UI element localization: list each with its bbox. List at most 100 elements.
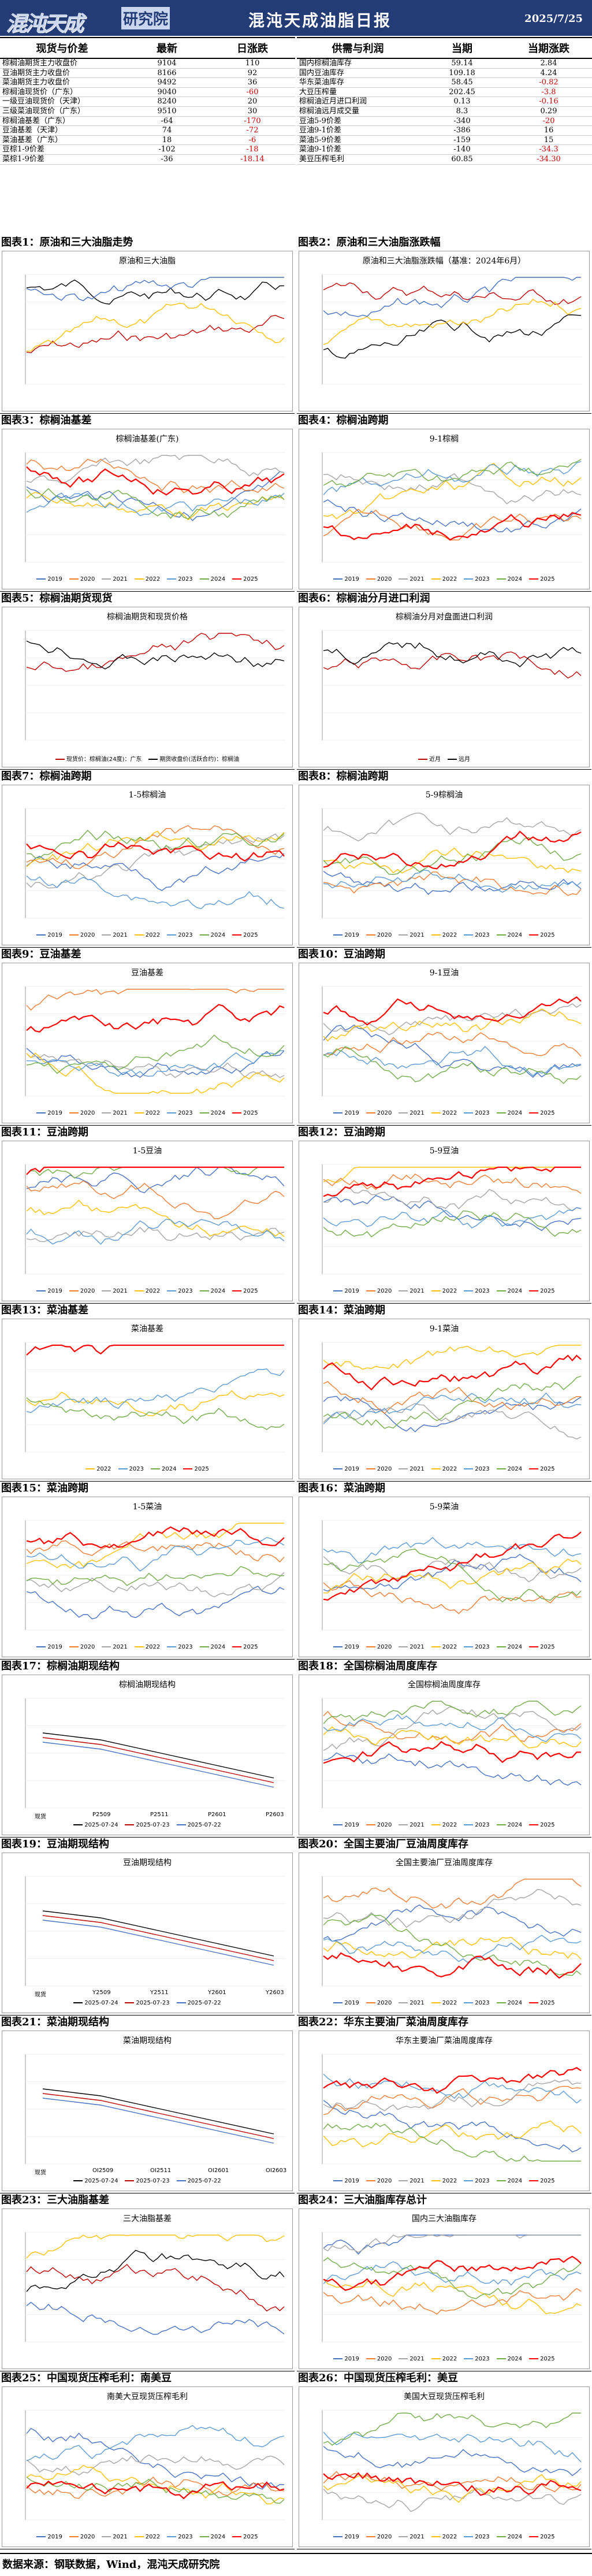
series-line (323, 2067, 582, 2094)
legend-swatch (366, 1824, 375, 1825)
legend-swatch (176, 1824, 186, 1825)
x-tick-label: 现货 (35, 2170, 46, 2176)
legend-swatch (134, 578, 144, 580)
spot-cell-latest: -64 (124, 116, 210, 127)
series-line (26, 875, 285, 910)
series-line (323, 1166, 581, 1197)
legend-text: 2020 (377, 576, 392, 582)
legend-swatch (134, 1290, 144, 1291)
legend-text: 2024 (507, 1822, 523, 1828)
series-line (323, 1913, 582, 1976)
series-line (323, 1210, 582, 1238)
legend-swatch (69, 1112, 79, 1113)
supply-row: 豆油9-1价差 -386 16 (297, 125, 592, 136)
series-line (323, 2234, 581, 2253)
series-line (26, 277, 284, 302)
chart-legend: 2019 2020 2021 2022 2023 2024 2025 (299, 2356, 589, 2362)
legend-swatch (333, 2358, 343, 2359)
legend-swatch (36, 1646, 46, 1647)
legend-item: 2024 (496, 576, 522, 582)
series-line (323, 871, 582, 896)
legend-item: 2025 (529, 2000, 555, 2006)
series-line (323, 1558, 582, 1594)
chart-area: 5-9豆油 2019 2020 2021 2022 2023 2024 2025 (299, 1141, 590, 1301)
legend-text: 2022 (442, 1466, 457, 1472)
legend-swatch (232, 578, 242, 580)
legend-text: 2025-07-23 (136, 2000, 170, 2006)
legend-item: 2019 (333, 1110, 359, 1116)
chart-legend: 2019 2020 2021 2022 2023 2024 2025 (2, 1110, 292, 1116)
series-line (323, 314, 582, 359)
legend-text: 2025 (243, 1288, 258, 1294)
legend-item: 2025 (529, 1110, 555, 1116)
legend-swatch (431, 2536, 441, 2537)
legend-item: 远月 (448, 754, 470, 763)
legend-swatch (134, 934, 144, 936)
supply-row: 美豆压榨毛利 60.85 -34.30 (297, 154, 592, 165)
legend-swatch (199, 2536, 209, 2537)
legend-text: 2025 (540, 932, 555, 938)
series-line (26, 1397, 285, 1430)
legend-text: 2024 (507, 2534, 523, 2540)
legend-text: 2020 (80, 1644, 95, 1650)
chart-svg (322, 274, 582, 385)
figure-panel: 图表15：菜油跨期 1-5菜油 2019 2020 2021 2022 2023 2024 20… (0, 1482, 295, 1660)
legend-swatch (496, 1824, 506, 1825)
series-line (323, 1889, 582, 1928)
legend-swatch (496, 2358, 506, 2359)
chart-legend: 2019 2020 2021 2022 2023 2024 2025 (299, 932, 589, 938)
series-line (26, 1180, 285, 1219)
chart-svg (322, 2054, 582, 2165)
series-line (26, 830, 285, 867)
series-line (26, 1052, 285, 1094)
report-header: 混沌天成 研究院 混沌天成油脂日报 2025/7/25 (0, 0, 592, 36)
legend-swatch (183, 1468, 193, 1469)
legend-item: 2022 (431, 2000, 457, 2006)
series-line (26, 1572, 285, 1598)
series-line (26, 640, 285, 670)
series-line (26, 1053, 285, 1078)
legend-text: 2019 (47, 1288, 62, 1294)
figure-panel: 图表22：华东主要油厂菜油周度库存 华东主要油厂菜油周度库存 2019 2020 202… (297, 2015, 591, 2193)
supply-cell-name: 菜油9-1价差 (297, 144, 419, 155)
series-line (26, 1004, 285, 1033)
legend-item: 2020 (366, 1110, 392, 1116)
chart-legend: 2025-07-24 2025-07-23 2025-07-22 (2, 1822, 292, 1828)
x-tick-label: P2509 (92, 1812, 111, 1818)
legend-text: 2023 (475, 1644, 490, 1650)
x-tick-label: Y2509 (92, 1989, 111, 1996)
series-line (323, 1714, 582, 1742)
series-line (26, 830, 285, 859)
supply-row: 华东菜油库存 58.45 -0.82 (297, 77, 592, 88)
legend-text: 2021 (409, 1822, 425, 1828)
legend-swatch (399, 2002, 408, 2003)
legend-item: 2024 (151, 1466, 176, 1472)
legend-item: 2025 (529, 932, 555, 938)
chart-legend: 2019 2020 2021 2022 2023 2024 2025 (2, 2534, 292, 2540)
legend-text: 2021 (409, 2356, 425, 2362)
series-line (26, 841, 285, 862)
legend-item: 2021 (102, 1288, 128, 1294)
figure-panel: 图表16：菜油跨期 5-9菜油 2019 2020 2021 2022 2023 2024 20… (297, 1482, 591, 1660)
chart-area: 美国大豆现货压榨毛利 2019 2020 2021 2022 2023 2024 2025 (299, 2386, 590, 2547)
legend-item: 2024 (199, 1110, 225, 1116)
figure-label: 图表24：三大油脂库存总计 (298, 2194, 427, 2206)
chart-area: 1-5棕榈油 2019 2020 2021 2022 2023 2024 2025 (2, 785, 293, 945)
legend-text: 2023 (475, 2356, 490, 2362)
legend-swatch (399, 1112, 408, 1113)
legend-swatch (496, 1112, 506, 1113)
legend-item: 2020 (366, 2178, 392, 2184)
x-tick-label: OI2511 (150, 2167, 172, 2174)
chart-area: 9-1棕榈 2019 2020 2021 2022 2023 2024 2025 (299, 429, 590, 589)
spot-cell-name: 菜油基差（广东） (0, 135, 124, 146)
legend-text: 2022 (145, 932, 161, 938)
legend-swatch (36, 934, 46, 936)
legend-item: 2021 (399, 576, 425, 582)
legend-text: 2021 (409, 2534, 425, 2540)
series-line (323, 462, 582, 519)
series-line (42, 1910, 274, 1957)
legend-text: 2022 (442, 2000, 457, 2006)
legend-swatch (366, 1646, 375, 1647)
figure-label: 图表12：豆油跨期 (298, 1126, 386, 1138)
series-line (323, 2471, 582, 2492)
